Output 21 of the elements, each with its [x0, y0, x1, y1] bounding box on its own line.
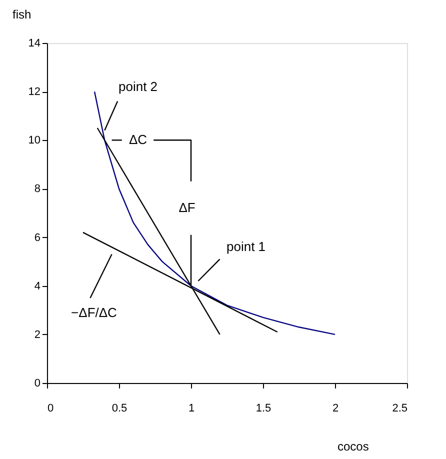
annotation: point 2 — [118, 79, 158, 94]
y-tick-label: 10 — [28, 134, 40, 147]
y-tick-label: 8 — [34, 183, 40, 196]
annotation: ΔC — [128, 132, 148, 147]
x-axis-title: cocos — [338, 440, 369, 454]
annotation: point 1 — [226, 239, 266, 254]
y-tick-label: 2 — [34, 328, 40, 341]
y-tick-label: 0 — [34, 378, 40, 390]
y-tick-label: 4 — [34, 280, 40, 292]
annotation: −ΔF/ΔC — [71, 305, 117, 320]
x-tick-label: 1 — [188, 402, 195, 414]
y-tick-label: 14 — [28, 38, 40, 50]
y-tick-label: 12 — [28, 86, 40, 98]
y-axis-title: fish — [12, 8, 32, 22]
x-tick-label: 0.5 — [112, 402, 128, 414]
x-tick-label: 2 — [332, 402, 339, 414]
x-tick-label: 1.5 — [256, 402, 272, 414]
x-tick-label: 0 — [48, 402, 54, 414]
y-tick-label: 6 — [34, 232, 40, 244]
annotation: ΔF — [178, 200, 196, 215]
x-tick-label: 2.5 — [392, 402, 408, 414]
